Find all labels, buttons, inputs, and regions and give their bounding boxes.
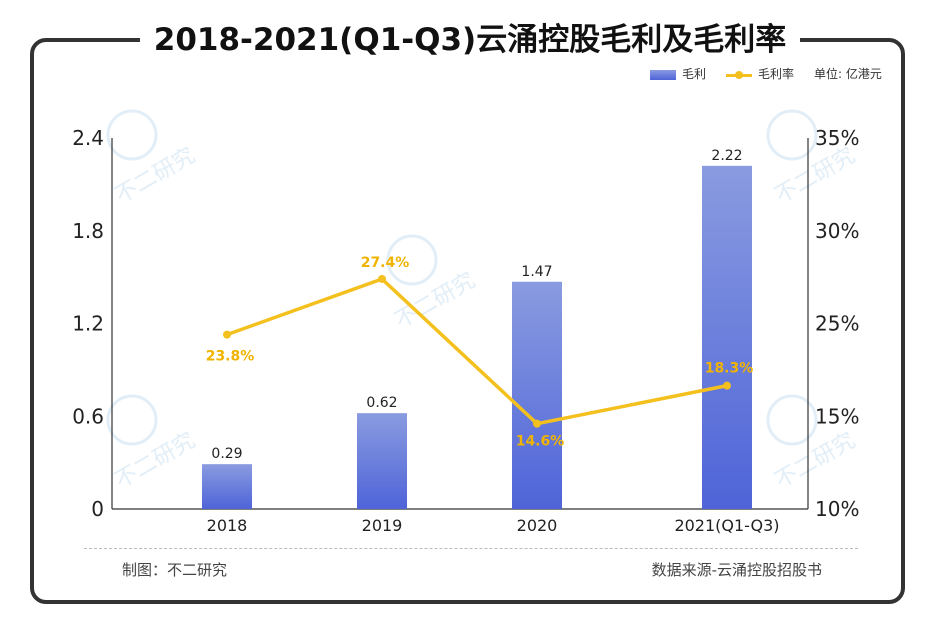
line-value-label: 18.3% <box>705 361 754 377</box>
right-axis-tick-label: 15% <box>815 404 859 428</box>
left-axis-tick-label: 1.2 <box>72 312 104 336</box>
line-point-gross-margin <box>533 419 541 428</box>
chart-title: 2018-2021(Q1-Q3)云涌控股毛利及毛利率 <box>139 14 801 59</box>
watermark-logo-icon <box>766 394 818 446</box>
x-axis-category-label: 2019 <box>362 516 403 535</box>
watermark-logo-icon <box>106 109 158 161</box>
bar-value-label: 1.47 <box>521 264 552 280</box>
left-axis-tick-label: 2.4 <box>72 126 104 150</box>
line-point-gross-margin <box>223 330 231 339</box>
footer-made-by: 制图：不二研究 <box>122 561 228 579</box>
bar-value-label: 2.22 <box>711 148 742 164</box>
right-axis-tick-label: 30% <box>815 219 859 243</box>
line-point-gross-margin <box>723 381 731 390</box>
watermark-text: 不二研究 <box>771 428 860 494</box>
legend-line-swatch <box>726 70 752 80</box>
legend-bar-item: 毛利 <box>650 64 706 84</box>
line-value-label: 14.6% <box>516 434 565 450</box>
footer-divider <box>84 548 858 549</box>
bar-value-label: 0.29 <box>211 446 242 462</box>
legend-bar-swatch <box>650 69 676 80</box>
legend-unit: 单位: 亿港元 <box>814 67 882 81</box>
line-value-label: 27.4% <box>361 255 410 271</box>
bar-gross-profit <box>512 281 562 509</box>
watermark-text: 不二研究 <box>111 143 200 209</box>
watermark-text: 不二研究 <box>111 428 200 494</box>
watermark-logo-icon <box>386 234 438 286</box>
x-axis-category-label: 2021(Q1-Q3) <box>674 516 779 535</box>
bar-gross-profit <box>357 413 407 509</box>
title-wrap: 2018-2021(Q1-Q3)云涌控股毛利及毛利率 <box>0 14 940 59</box>
right-axis-tick-label: 35% <box>815 126 859 150</box>
line-gross-margin <box>226 277 728 426</box>
x-axis-category-label: 2020 <box>517 516 558 535</box>
left-axis-tick-label: 0 <box>91 497 104 521</box>
watermark-logo-icon <box>766 109 818 161</box>
watermark-logo-icon <box>106 394 158 446</box>
watermark-text: 不二研究 <box>771 143 860 209</box>
legend-bar-label: 毛利 <box>682 67 707 81</box>
footer-source: 数据来源-云涌控股招股书 <box>651 561 822 579</box>
bar-gross-profit <box>202 464 252 509</box>
line-value-label: 23.8% <box>206 349 255 365</box>
x-axis-category-label: 2018 <box>207 516 248 535</box>
right-axis-tick-label: 25% <box>815 312 859 336</box>
right-axis-tick-label: 10% <box>815 497 859 521</box>
left-axis-tick-label: 1.8 <box>72 219 104 243</box>
bar-gross-profit <box>702 165 752 509</box>
bar-value-label: 0.62 <box>366 395 397 411</box>
left-axis-tick-label: 0.6 <box>72 404 104 428</box>
line-point-gross-margin <box>378 274 386 283</box>
legend-line-label: 毛利率 <box>758 67 795 81</box>
legend-line-item: 毛利率 <box>726 64 794 84</box>
